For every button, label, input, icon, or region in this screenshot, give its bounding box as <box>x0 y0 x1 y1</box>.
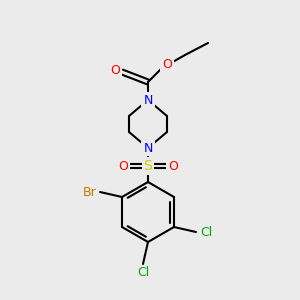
Text: O: O <box>110 64 120 76</box>
Text: Br: Br <box>83 185 97 199</box>
Text: O: O <box>168 160 178 172</box>
Text: Cl: Cl <box>137 266 149 280</box>
Text: S: S <box>144 159 152 173</box>
Text: O: O <box>162 58 172 71</box>
Text: O: O <box>118 160 128 172</box>
Text: N: N <box>143 142 153 154</box>
Text: Cl: Cl <box>200 226 212 238</box>
Text: N: N <box>143 94 153 106</box>
